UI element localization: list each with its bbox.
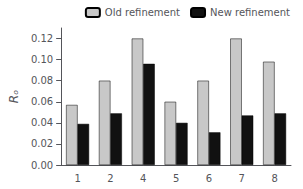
svg-text:7: 7 bbox=[239, 173, 245, 184]
svg-text:New refinement: New refinement bbox=[210, 7, 290, 18]
svg-text:0.12: 0.12 bbox=[31, 33, 53, 44]
svg-text:8: 8 bbox=[271, 173, 277, 184]
svg-text:0.00: 0.00 bbox=[31, 160, 53, 171]
svg-text:0.02: 0.02 bbox=[31, 138, 53, 149]
svg-text:0.08: 0.08 bbox=[31, 75, 53, 86]
svg-text:5: 5 bbox=[173, 173, 179, 184]
svg-text:4: 4 bbox=[140, 173, 146, 184]
svg-text:0.04: 0.04 bbox=[31, 117, 53, 128]
svg-text:0.06: 0.06 bbox=[31, 96, 53, 107]
svg-text:Rₒ: Rₒ bbox=[7, 90, 21, 103]
svg-text:6: 6 bbox=[206, 173, 212, 184]
svg-text:1: 1 bbox=[74, 173, 80, 184]
svg-text:0.10: 0.10 bbox=[31, 54, 53, 65]
svg-text:Old refinement: Old refinement bbox=[105, 7, 180, 18]
svg-text:2: 2 bbox=[107, 173, 113, 184]
